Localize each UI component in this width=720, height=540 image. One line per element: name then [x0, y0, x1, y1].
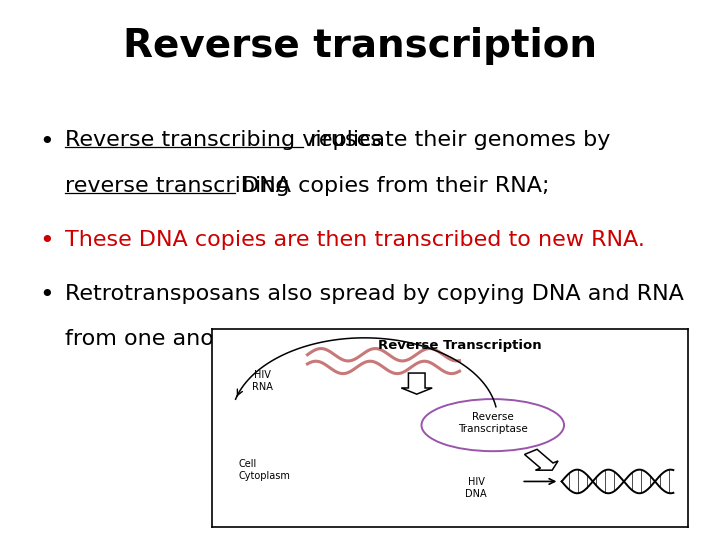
Text: •: •	[40, 230, 54, 253]
Text: Reverse
Transcriptase: Reverse Transcriptase	[458, 412, 528, 434]
Text: Reverse transcribing viruses: Reverse transcribing viruses	[65, 130, 382, 150]
Text: replicate their genomes by: replicate their genomes by	[302, 130, 610, 150]
Text: HIV
RNA: HIV RNA	[252, 370, 273, 392]
Text: HIV
DNA: HIV DNA	[465, 477, 487, 499]
Text: DNA copies from their RNA;: DNA copies from their RNA;	[235, 176, 549, 195]
FancyArrow shape	[401, 373, 432, 394]
Text: Reverse Transcription: Reverse Transcription	[378, 339, 541, 352]
Text: •: •	[40, 284, 54, 307]
Ellipse shape	[421, 399, 564, 451]
Text: Cell
Cytoplasm: Cell Cytoplasm	[238, 459, 290, 481]
Text: Retrotransposans also spread by copying DNA and RNA: Retrotransposans also spread by copying …	[65, 284, 684, 303]
FancyArrow shape	[525, 449, 558, 470]
Text: Reverse transcription: Reverse transcription	[123, 27, 597, 65]
Text: •: •	[40, 130, 54, 153]
Text: from one another.: from one another.	[65, 329, 264, 349]
Text: reverse transcribing: reverse transcribing	[65, 176, 289, 195]
Text: These DNA copies are then transcribed to new RNA.: These DNA copies are then transcribed to…	[65, 230, 644, 249]
